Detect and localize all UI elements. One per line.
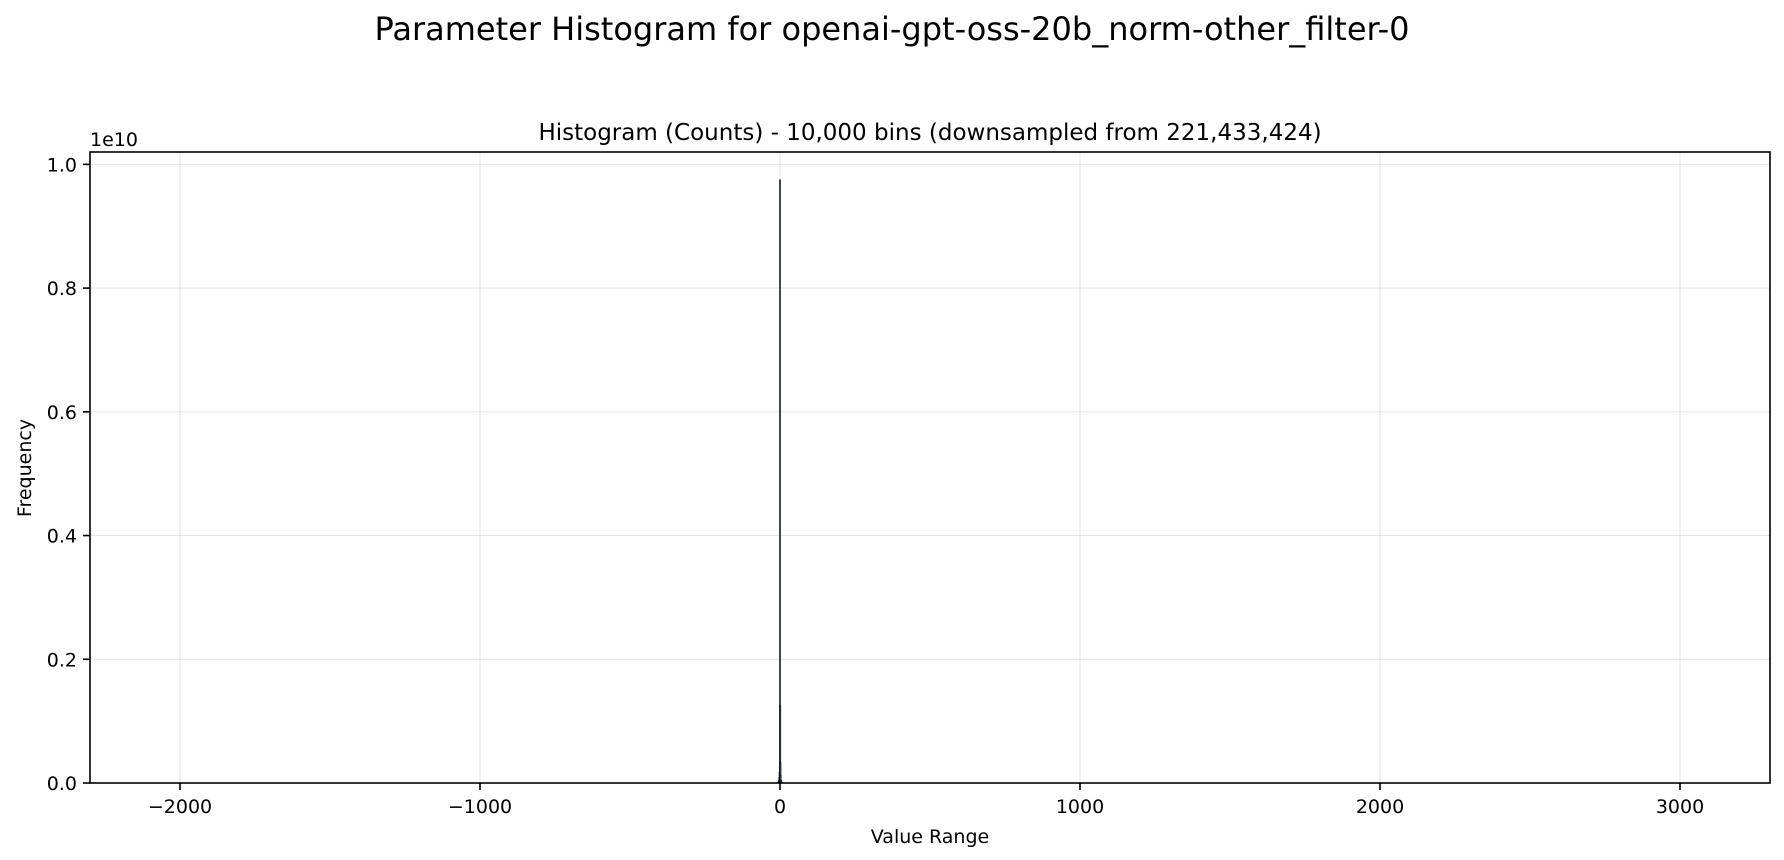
- histogram-bin: [779, 179, 781, 784]
- x-tick-label: −2000: [148, 796, 212, 818]
- y-tick-label: 0.0: [47, 773, 77, 795]
- x-axis-ticks: −2000 −1000 0 1000 2000 3000: [148, 783, 1704, 818]
- chart-title: Histogram (Counts) - 10,000 bins (downsa…: [538, 120, 1321, 146]
- y-axis-offset-label: 1e10: [90, 129, 138, 151]
- y-tick-label: 0.2: [47, 649, 77, 671]
- figure-suptitle: Parameter Histogram for openai-gpt-oss-2…: [374, 10, 1409, 48]
- x-axis-label: Value Range: [871, 826, 989, 848]
- plot-area-frame: [89, 151, 1771, 784]
- x-tick-label: 3000: [1656, 796, 1704, 818]
- y-tick-label: 0.8: [47, 278, 77, 300]
- y-axis-ticks: 0.0 0.2 0.4 0.6 0.8 1.0: [47, 154, 90, 795]
- y-tick-label: 1.0: [47, 154, 77, 176]
- x-tick-label: 0: [774, 796, 786, 818]
- y-tick-label: 0.4: [47, 526, 77, 548]
- y-tick-label: 0.6: [47, 402, 77, 424]
- y-axis-label: Frequency: [14, 419, 36, 517]
- x-tick-label: 1000: [1056, 796, 1104, 818]
- x-tick-label: 2000: [1356, 796, 1404, 818]
- x-tick-label: −1000: [448, 796, 512, 818]
